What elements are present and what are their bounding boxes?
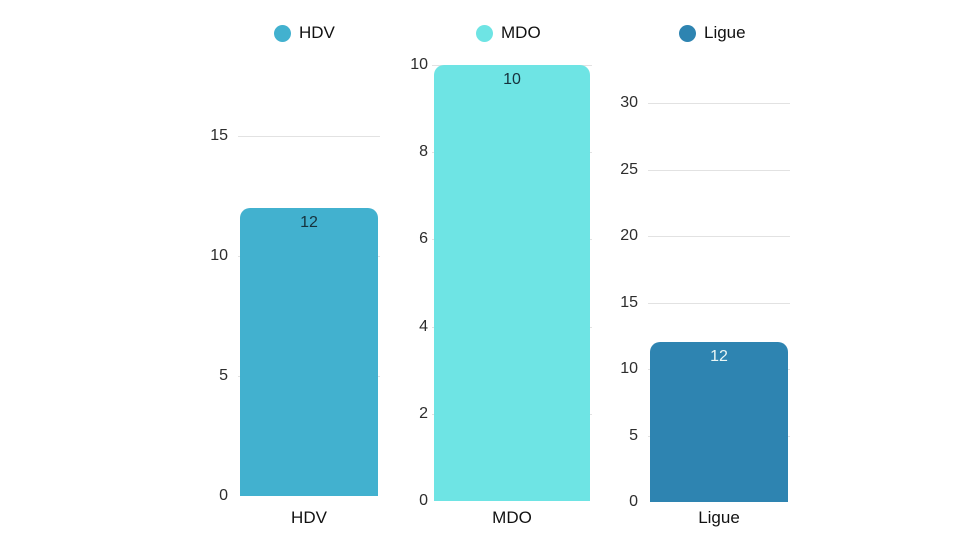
y-tick-label: 10 — [210, 247, 228, 264]
y-tick-label: 5 — [629, 427, 638, 444]
x-axis-label: MDO — [492, 508, 532, 527]
y-tick-label: 25 — [620, 161, 638, 178]
legend-dot-hdv-icon — [274, 24, 291, 42]
y-tick-label: 30 — [620, 94, 638, 111]
x-axis-label: Ligue — [698, 508, 740, 527]
bar-value-label: 10 — [503, 71, 521, 88]
y-tick-label: 20 — [620, 227, 638, 244]
y-tick-label: 0 — [629, 493, 638, 510]
bar-ligue — [650, 342, 788, 502]
gridline — [648, 103, 790, 104]
legend-item-hdv: HDV — [274, 23, 335, 43]
y-tick-label: 10 — [620, 360, 638, 377]
y-tick-label: 5 — [219, 367, 228, 384]
y-tick-label: 15 — [620, 294, 638, 311]
y-tick-label: 0 — [219, 487, 228, 504]
y-tick-label: 8 — [419, 143, 428, 160]
gridline — [648, 303, 790, 304]
legend-item-mdo: MDO — [476, 23, 541, 43]
gridline — [648, 170, 790, 171]
legend-item-ligue: Ligue — [679, 23, 746, 43]
y-tick-label: 4 — [419, 318, 428, 335]
legend-label-hdv: HDV — [299, 23, 335, 42]
x-axis-label: HDV — [291, 508, 327, 527]
bar-value-label: 12 — [300, 214, 318, 231]
legend-dot-ligue-icon — [679, 24, 696, 42]
y-tick-label: 15 — [210, 127, 228, 144]
legend-label-mdo: MDO — [501, 23, 541, 42]
bar-hdv — [240, 208, 378, 496]
bar-value-label: 12 — [710, 348, 728, 365]
legend-label-ligue: Ligue — [704, 23, 746, 42]
y-tick-label: 10 — [410, 56, 428, 73]
legend-dot-mdo-icon — [476, 24, 493, 42]
gridline — [648, 236, 790, 237]
y-tick-label: 2 — [419, 405, 428, 422]
y-tick-label: 6 — [419, 230, 428, 247]
y-tick-label: 0 — [419, 492, 428, 509]
gridline — [238, 136, 380, 137]
bar-mdo — [434, 65, 590, 501]
